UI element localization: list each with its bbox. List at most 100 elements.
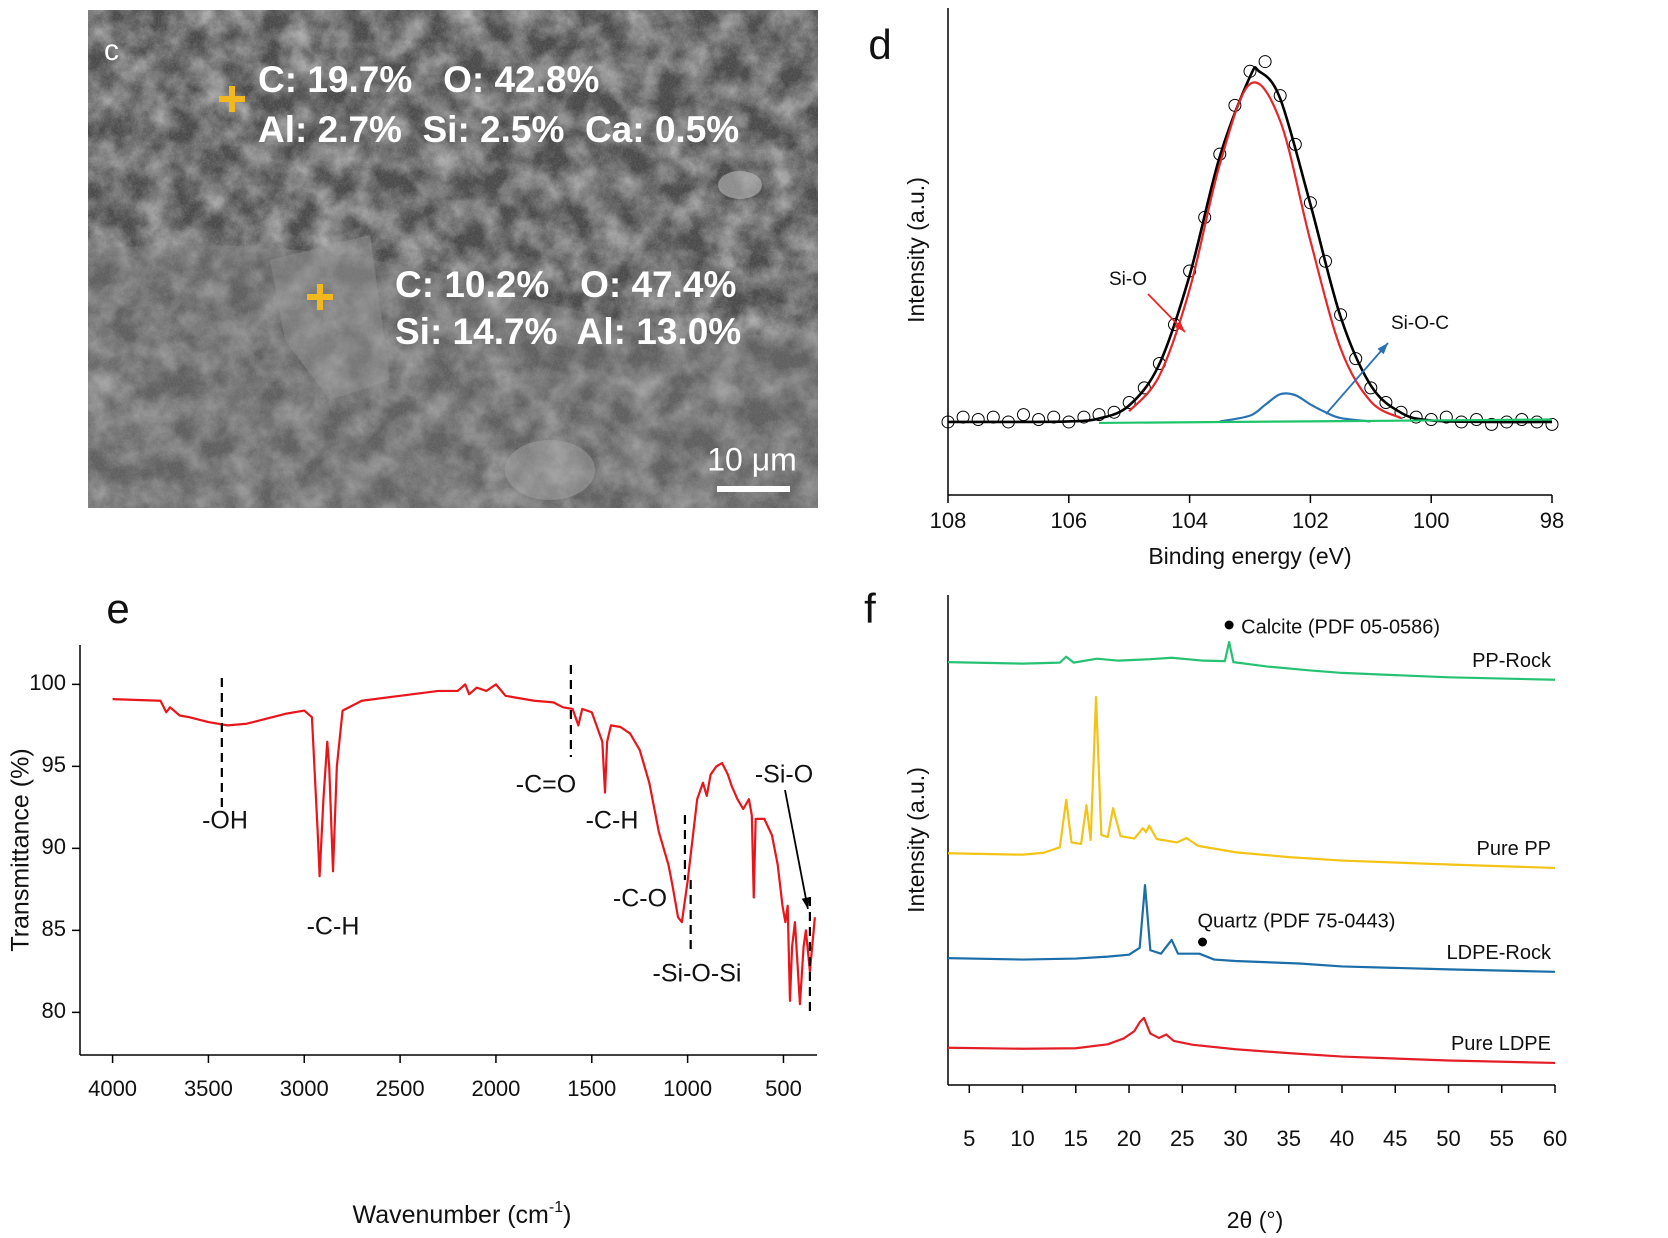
annotation-arrow bbox=[1325, 342, 1389, 415]
series-line bbox=[1098, 418, 1553, 425]
eds-text: C: 19.7% O: 42.8% bbox=[258, 59, 599, 100]
data-point bbox=[1394, 405, 1408, 419]
series-line bbox=[947, 65, 1553, 424]
x-axis-label-part: ) bbox=[563, 1201, 571, 1229]
x-tick-label: 106 bbox=[1050, 508, 1087, 533]
series-label: PP-Rock bbox=[1472, 650, 1552, 672]
y-axis-label: Intensity (a.u.) bbox=[903, 767, 929, 913]
annotation: -C=O bbox=[516, 771, 576, 799]
x-tick-label: 20 bbox=[1117, 1126, 1141, 1151]
annotation: -Si-O bbox=[755, 761, 813, 789]
sem-grain bbox=[88, 10, 818, 508]
panel-label: e bbox=[106, 585, 129, 632]
x-tick-label: 15 bbox=[1064, 1126, 1088, 1151]
x-tick-label: 2500 bbox=[376, 1076, 425, 1101]
x-tick-label: 100 bbox=[1413, 508, 1450, 533]
eds-text: C: 10.2% O: 47.4% bbox=[395, 264, 736, 305]
data-point bbox=[1122, 395, 1136, 409]
y-tick-label: 100 bbox=[29, 670, 66, 695]
x-tick-label: 60 bbox=[1543, 1126, 1567, 1151]
annotation: -OH bbox=[202, 807, 248, 835]
eds-text: Si: 14.7% Al: 13.0% bbox=[395, 311, 741, 352]
y-tick-label: 90 bbox=[42, 834, 66, 859]
y-tick-label: 80 bbox=[42, 998, 66, 1023]
x-tick-label: 2000 bbox=[471, 1076, 520, 1101]
data-point bbox=[1439, 410, 1453, 424]
x-tick-label: 1000 bbox=[663, 1076, 712, 1101]
annotation: Quartz (PDF 75-0443) bbox=[1198, 910, 1396, 932]
x-axis-label: Binding energy (eV) bbox=[1148, 543, 1351, 569]
data-point bbox=[1349, 352, 1363, 366]
series-label: Pure LDPE bbox=[1451, 1033, 1551, 1055]
series-line bbox=[1219, 392, 1371, 423]
series-line bbox=[947, 883, 1556, 973]
marker-cross bbox=[219, 86, 245, 112]
x-tick-label: 104 bbox=[1171, 508, 1208, 533]
data-point bbox=[1545, 417, 1559, 431]
data-point bbox=[1137, 381, 1151, 395]
sem-particle bbox=[270, 235, 390, 400]
data-point bbox=[1032, 413, 1046, 427]
x-tick-label: 45 bbox=[1383, 1126, 1407, 1151]
y-tick-label: 85 bbox=[42, 916, 66, 941]
y-tick-label: 95 bbox=[42, 752, 66, 777]
series-line bbox=[947, 640, 1556, 681]
series-label: Pure PP bbox=[1477, 838, 1551, 860]
sem-particle bbox=[718, 171, 762, 199]
panel-label: f bbox=[864, 585, 876, 632]
data-point bbox=[1092, 408, 1106, 422]
x-tick-label: 4000 bbox=[88, 1076, 137, 1101]
data-point bbox=[1047, 410, 1061, 424]
series-line bbox=[947, 695, 1556, 870]
annotation-arrow-head bbox=[801, 897, 810, 909]
scale-bar-label: 10 μm bbox=[707, 441, 797, 477]
sem-region bbox=[88, 245, 818, 508]
x-tick-label: 98 bbox=[1540, 508, 1564, 533]
marker-cross bbox=[307, 284, 333, 310]
annotation-dot bbox=[1198, 937, 1208, 947]
x-axis-label: 2θ (°) bbox=[1227, 1207, 1284, 1233]
data-point bbox=[1379, 395, 1393, 409]
annotation: -Si-O-Si bbox=[653, 960, 742, 988]
x-tick-label: 3000 bbox=[280, 1076, 329, 1101]
annotation: Si-O bbox=[1109, 269, 1147, 290]
panel-label: d bbox=[868, 21, 891, 68]
data-point bbox=[1077, 410, 1091, 424]
x-tick-label: 500 bbox=[765, 1076, 802, 1101]
data-point bbox=[1017, 408, 1030, 422]
y-axis-label: Intensity (a.u.) bbox=[903, 177, 929, 323]
data-point bbox=[971, 413, 985, 427]
series-label: LDPE-Rock bbox=[1447, 942, 1552, 964]
data-point bbox=[1258, 55, 1272, 69]
y-axis-label: Transmittance (%) bbox=[7, 748, 35, 951]
x-axis-label: Wavenumber (cm-1) bbox=[353, 1199, 572, 1229]
annotation-arrow-head bbox=[1174, 321, 1185, 332]
annotation: -C-O bbox=[613, 885, 667, 913]
data-point bbox=[1364, 381, 1378, 395]
x-tick-label: 3500 bbox=[184, 1076, 233, 1101]
x-tick-label: 50 bbox=[1436, 1126, 1460, 1151]
x-tick-label: 55 bbox=[1490, 1126, 1514, 1151]
x-tick-label: 102 bbox=[1292, 508, 1329, 533]
eds-text: Al: 2.7% Si: 2.5% Ca: 0.5% bbox=[258, 109, 739, 150]
x-tick-label: 10 bbox=[1010, 1126, 1034, 1151]
x-tick-label: 25 bbox=[1170, 1126, 1194, 1151]
annotation: Si-O-C bbox=[1391, 313, 1449, 334]
x-tick-label: 35 bbox=[1277, 1126, 1301, 1151]
x-tick-label: 5 bbox=[963, 1126, 975, 1151]
x-tick-label: 108 bbox=[930, 508, 967, 533]
x-tick-label: 30 bbox=[1223, 1126, 1247, 1151]
series-line bbox=[947, 1016, 1556, 1065]
series-line bbox=[112, 683, 816, 1006]
panel-label: c bbox=[104, 34, 119, 67]
annotation-dot bbox=[1224, 620, 1234, 630]
data-point bbox=[1485, 417, 1499, 431]
x-tick-label: 1500 bbox=[567, 1076, 616, 1101]
sem-image: c C: 19.7% O: 42.8% Al: 2.7% Si: 2.5% Ca… bbox=[88, 10, 818, 508]
annotation-arrow-head bbox=[1377, 343, 1388, 355]
x-tick-label: 40 bbox=[1330, 1126, 1354, 1151]
annotation: Calcite (PDF 05-0586) bbox=[1241, 616, 1440, 638]
annotation: -C-H bbox=[307, 913, 360, 941]
x-axis-label-part: Wavenumber (cm bbox=[353, 1201, 549, 1229]
